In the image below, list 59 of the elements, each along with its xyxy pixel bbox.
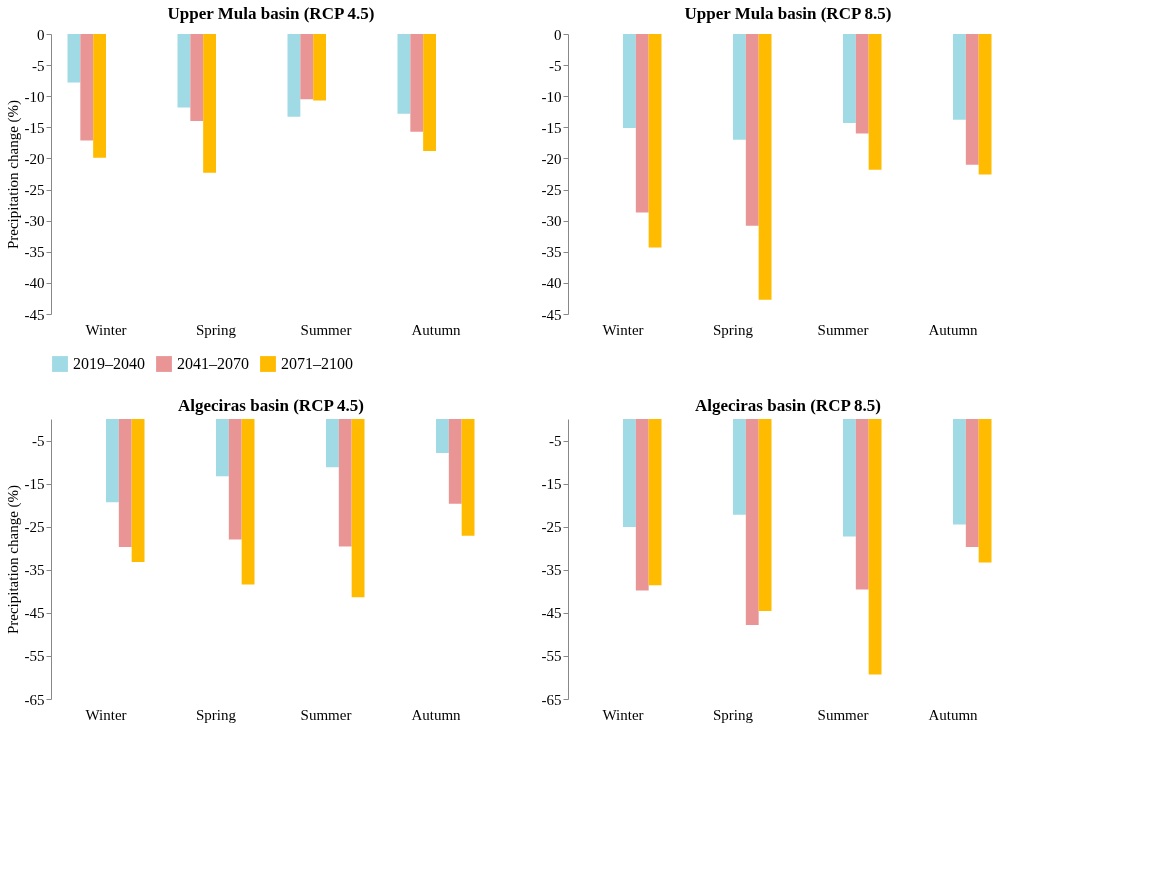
x-tick-label: Summer: [300, 706, 352, 723]
y-tick-label: -10: [541, 88, 562, 105]
y-tick-label: -40: [24, 275, 45, 292]
x-tick-label: Summer: [817, 321, 869, 338]
y-tick-label: -25: [541, 519, 562, 536]
y-tick-label: -65: [541, 691, 562, 708]
chart-title: Algeciras basin (RCP 4.5): [177, 396, 365, 415]
x-tick-label: Autumn: [928, 706, 979, 723]
y-tick-label: -5: [549, 433, 562, 450]
y-tick-label: -25: [24, 519, 45, 536]
y-tick-label: -25: [24, 182, 45, 199]
y-tick-label: 0: [554, 26, 562, 43]
y-tick-label: -35: [24, 562, 45, 579]
y-tick-label: -45: [541, 605, 562, 622]
y-tick-label: -35: [24, 244, 45, 261]
x-tick-label: Spring: [712, 321, 754, 338]
chart-title: Algeciras basin (RCP 8.5): [694, 396, 882, 415]
y-tick-label: -10: [24, 88, 45, 105]
x-tick-label: Spring: [195, 321, 237, 338]
y-tick-label: -55: [24, 648, 45, 665]
y-tick-label: -5: [32, 57, 45, 74]
x-tick-label: Autumn: [928, 321, 979, 338]
chart-title: Upper Mula basin (RCP 4.5): [167, 4, 375, 23]
legend-label: 2019–2040: [73, 355, 145, 372]
y-axis-title: Precipitation change (%): [4, 484, 22, 635]
legend-label: 2071–2100: [281, 355, 353, 372]
x-tick-label: Summer: [300, 321, 352, 338]
y-tick-label: -5: [32, 433, 45, 450]
y-axis-title: Precipitation change (%): [4, 99, 22, 250]
y-tick-label: -55: [541, 648, 562, 665]
y-tick-label: -30: [541, 213, 562, 230]
x-tick-label: Winter: [85, 706, 127, 723]
x-tick-label: Spring: [195, 706, 237, 723]
x-tick-label: Autumn: [411, 321, 462, 338]
x-tick-label: Winter: [602, 321, 644, 338]
x-tick-label: Autumn: [411, 706, 462, 723]
y-tick-label: -15: [541, 476, 562, 493]
y-tick-label: -25: [541, 182, 562, 199]
legend-label: 2041–2070: [177, 355, 249, 372]
y-tick-label: -30: [24, 213, 45, 230]
x-tick-label: Summer: [817, 706, 869, 723]
y-tick-label: 0: [37, 26, 45, 43]
x-tick-label: Winter: [602, 706, 644, 723]
y-tick-label: -35: [541, 244, 562, 261]
y-tick-label: -45: [24, 605, 45, 622]
y-tick-label: -20: [24, 150, 45, 167]
y-tick-label: -15: [24, 119, 45, 136]
y-tick-label: -40: [541, 275, 562, 292]
y-tick-label: -5: [549, 57, 562, 74]
y-tick-label: -35: [541, 562, 562, 579]
y-tick-label: -15: [541, 119, 562, 136]
x-tick-label: Winter: [85, 321, 127, 338]
chart-title: Upper Mula basin (RCP 8.5): [684, 4, 892, 23]
y-tick-label: -65: [24, 691, 45, 708]
y-tick-label: -20: [541, 150, 562, 167]
x-tick-label: Spring: [712, 706, 754, 723]
y-tick-label: -15: [24, 476, 45, 493]
y-tick-label: -45: [541, 306, 562, 323]
y-tick-label: -45: [24, 306, 45, 323]
